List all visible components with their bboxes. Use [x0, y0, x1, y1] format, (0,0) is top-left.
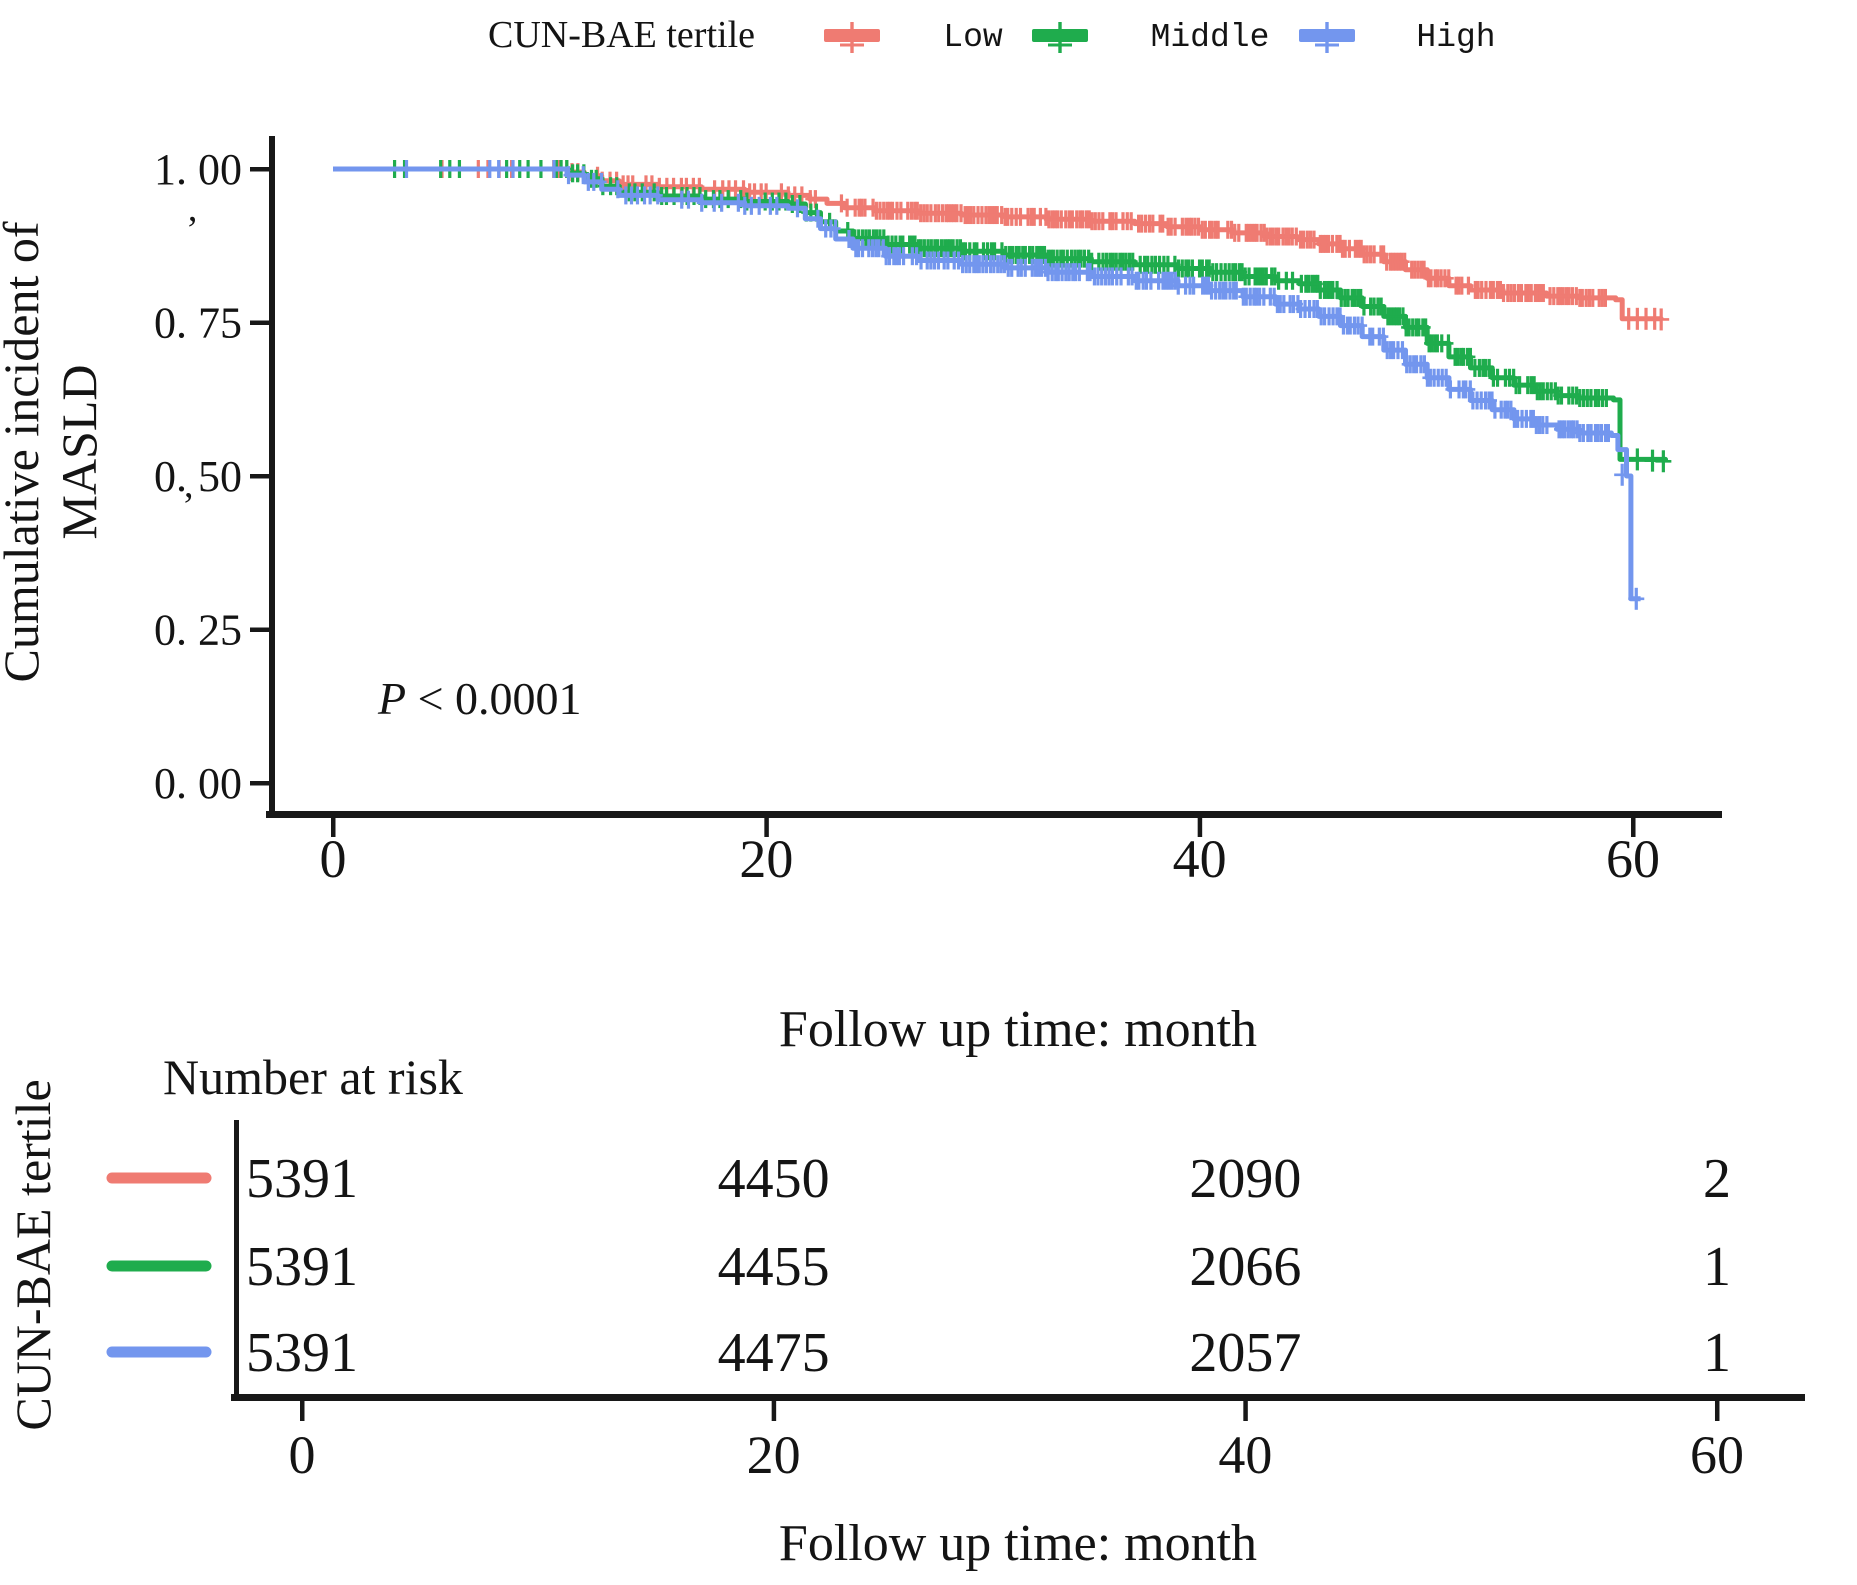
x-tick [764, 815, 769, 837]
legend-key-middle [1032, 22, 1088, 53]
risk-count: 5391 [246, 1322, 358, 1384]
number-at-risk-header: Number at risk [163, 1049, 463, 1105]
y-axis-title-line2: MASLD [51, 364, 107, 539]
risk-x-tick-label: 40 [1218, 1425, 1272, 1485]
legend-key-bar [1299, 29, 1355, 42]
risk-count: 5391 [246, 1236, 358, 1298]
legend-label-high: High [1416, 19, 1495, 56]
x-axis-title-bottom: Follow up time: month [779, 1515, 1257, 1572]
km-curve-low [333, 166, 1664, 322]
y-tick [250, 167, 271, 172]
y-tick-label: 0. 50 [154, 452, 242, 501]
km-curve-high [333, 166, 1641, 602]
risk-x-tick [771, 1401, 777, 1421]
risk-count: 2090 [1189, 1148, 1301, 1210]
y-axis-line [269, 136, 275, 817]
scan-artifact: , [184, 464, 194, 506]
risk-count: 5391 [246, 1148, 358, 1210]
y-tick [250, 320, 271, 325]
legend-title: CUN-BAE tertile [488, 14, 755, 56]
y-tick-label: 0. 75 [154, 299, 242, 348]
x-tick-label: 0 [320, 829, 347, 889]
risk-x-tick-label: 60 [1690, 1425, 1744, 1485]
risk-count: 2 [1703, 1148, 1731, 1210]
x-axis-line [266, 811, 1722, 818]
km-series-low [333, 160, 1670, 331]
x-tick-label: 20 [739, 829, 793, 889]
risk-axis-hline [231, 1394, 1805, 1401]
y-tick [250, 474, 271, 479]
legend-label-low: Low [943, 19, 1003, 56]
y-axis-title-line1: Cumulative incident of [0, 221, 49, 682]
y-tick-label: 0. 25 [154, 606, 242, 655]
generated-chart-layer: 1. 000. 750. 500. 250. 000 20 40 60’,5391 44… [106, 145, 1744, 1485]
legend-label-middle: Middle [1151, 19, 1270, 56]
x-tick [331, 815, 336, 837]
y-tick-label: 1. 00 [154, 145, 242, 194]
risk-count: 1 [1703, 1236, 1731, 1298]
x-tick [1197, 815, 1203, 837]
risk-count: 4450 [718, 1148, 830, 1210]
risk-x-tick [1243, 1401, 1248, 1421]
risk-axis-vline [234, 1120, 239, 1401]
legend-key-bar [1032, 29, 1088, 42]
p-value-annotation: P < 0.0001 [377, 673, 582, 724]
risk-x-tick-label: 0 [289, 1425, 316, 1485]
risk-count: 2057 [1189, 1322, 1301, 1384]
risk-count: 4455 [718, 1236, 830, 1298]
risk-table-axis-label: CUN-BAE tertile [5, 1079, 61, 1430]
x-tick-label: 40 [1173, 829, 1227, 889]
risk-count: 1 [1703, 1322, 1731, 1384]
x-tick [1631, 815, 1636, 837]
legend-key-bar [824, 29, 880, 42]
scan-artifact: ’ [186, 209, 199, 251]
risk-x-tick [1714, 1401, 1720, 1421]
risk-count: 4475 [718, 1322, 830, 1384]
risk-count: 2066 [1189, 1236, 1301, 1298]
legend-key-low [824, 22, 880, 53]
x-axis-title-top: Follow up time: month [779, 1001, 1257, 1058]
km-series-high [333, 160, 1645, 610]
y-tick [250, 627, 271, 632]
risk-x-tick-label: 20 [747, 1425, 801, 1485]
y-tick-label: 0. 00 [154, 759, 242, 808]
legend-key-high [1299, 22, 1355, 53]
y-tick [250, 781, 271, 786]
risk-x-tick [300, 1401, 305, 1421]
x-tick-label: 60 [1606, 829, 1660, 889]
